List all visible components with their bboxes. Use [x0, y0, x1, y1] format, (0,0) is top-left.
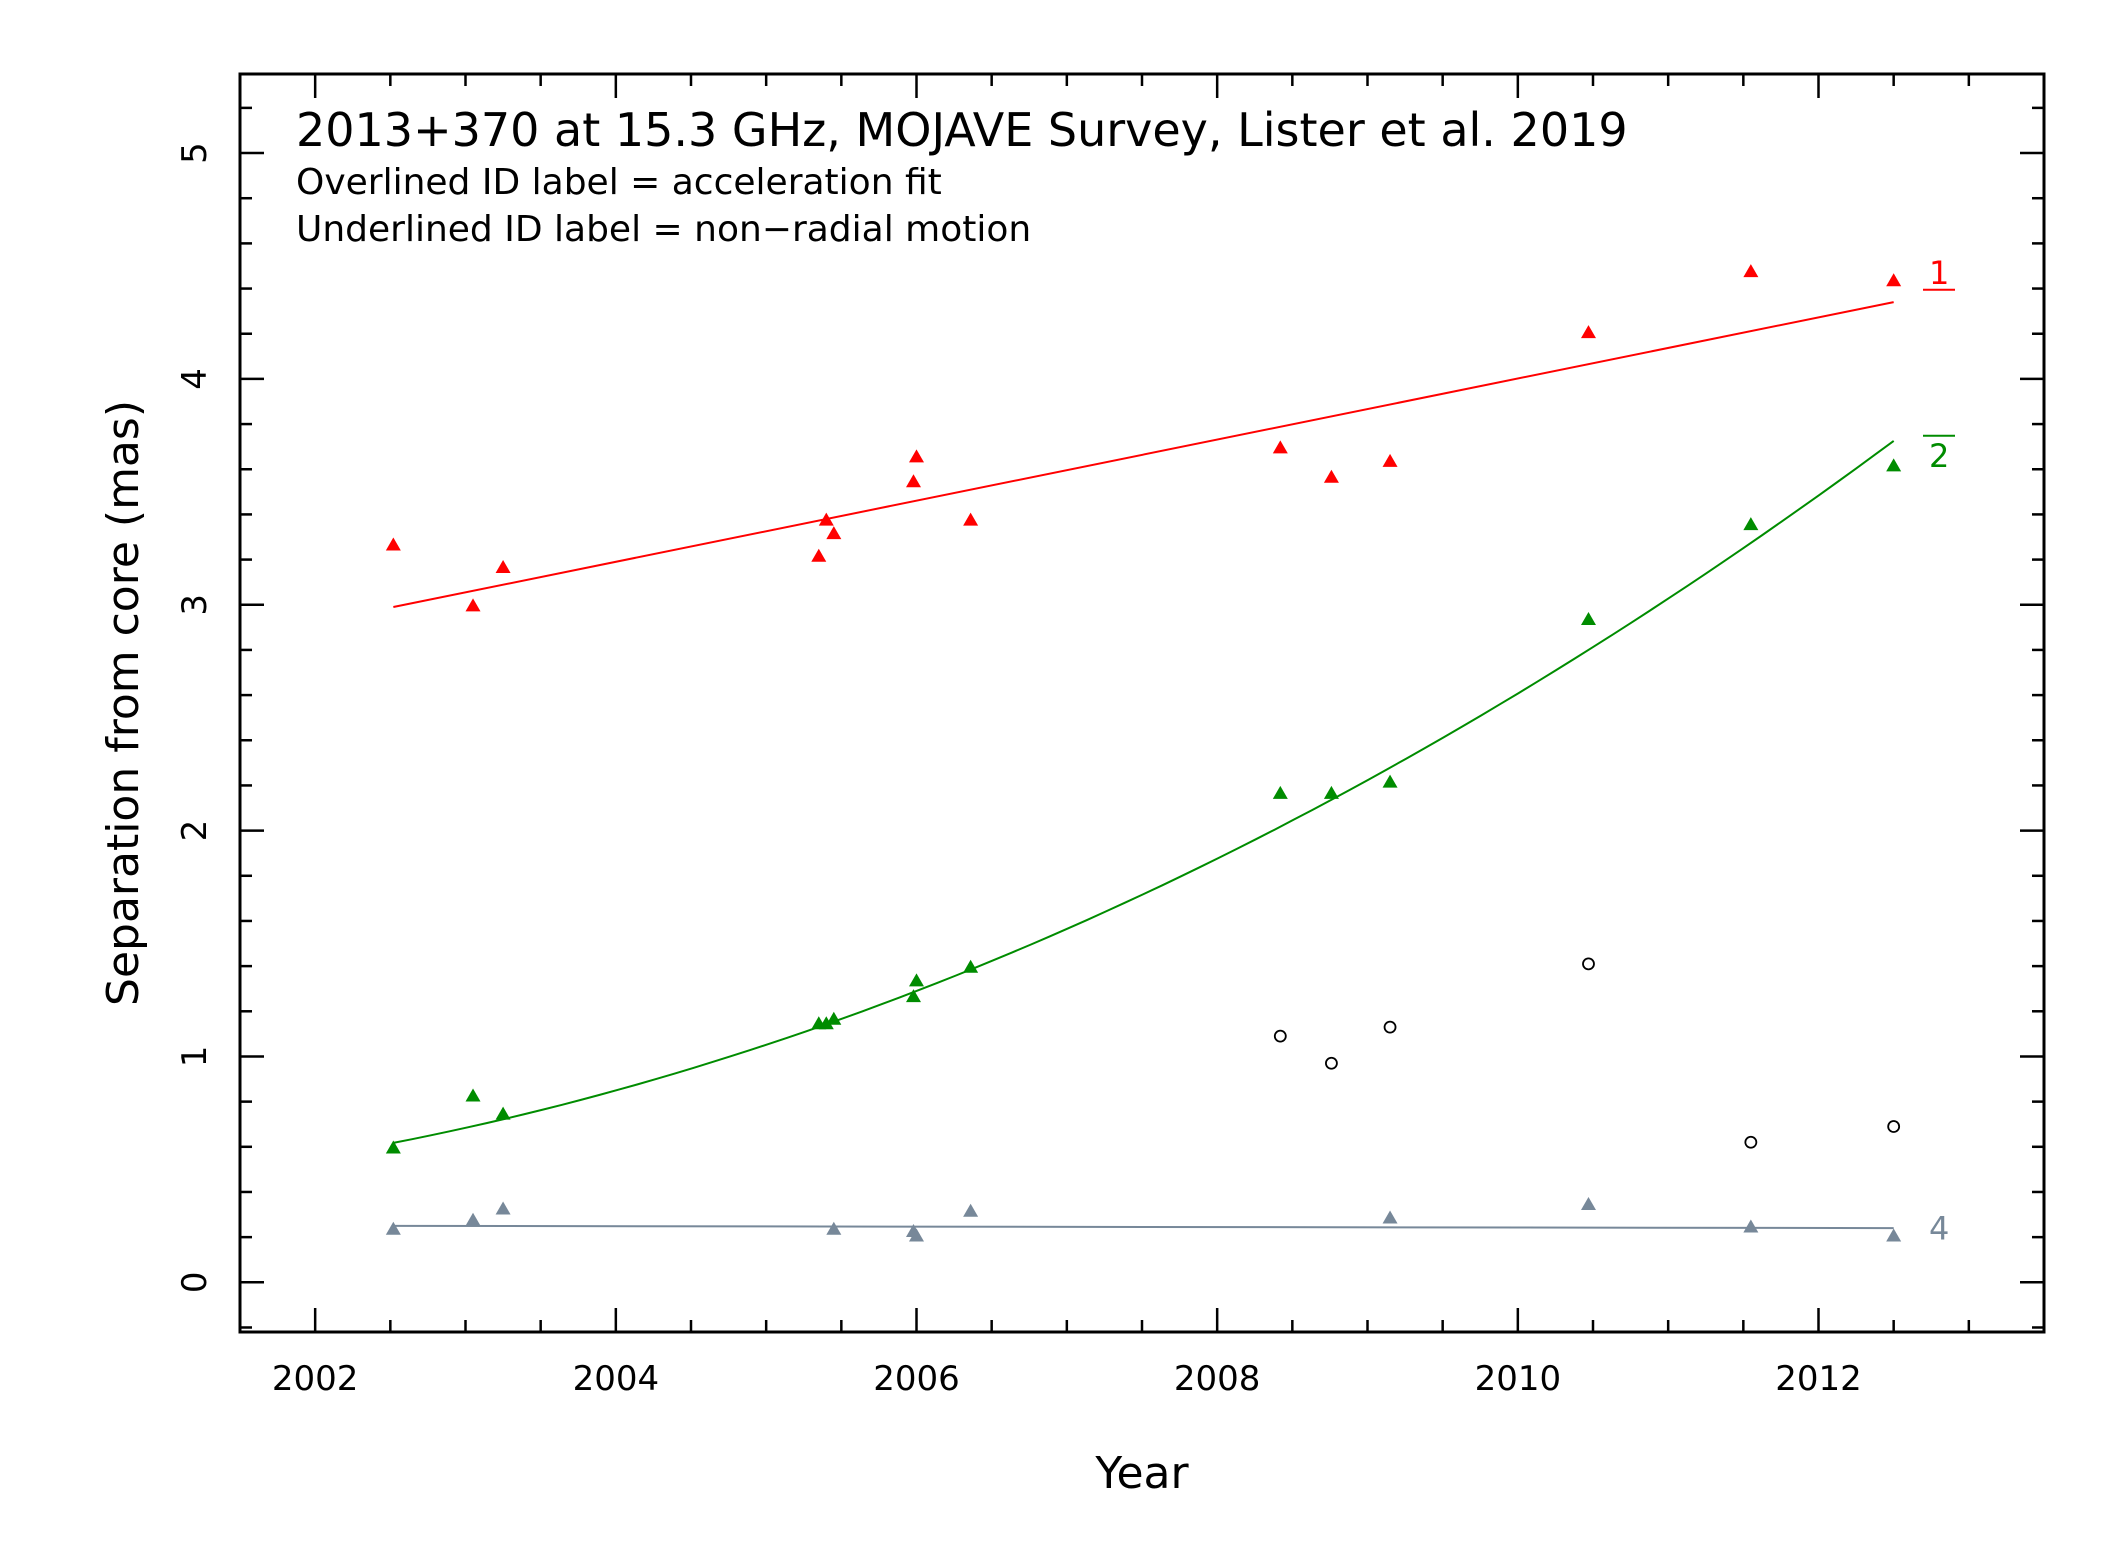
point-1 — [1323, 469, 1339, 483]
point-unassigned — [1887, 1120, 1901, 1133]
subtitle-line-1: Overlined ID label = acceleration fit — [296, 162, 942, 203]
fit-curve-2 — [393, 440, 1895, 1144]
id-label-1: 1 — [1929, 254, 1949, 292]
x-tick-label: 2008 — [1174, 1359, 1261, 1399]
fit-line-1 — [393, 301, 1894, 608]
point-2 — [963, 959, 979, 973]
point-1 — [1382, 453, 1398, 467]
data-points — [385, 264, 1902, 1242]
point-4 — [963, 1203, 979, 1217]
x-axis-label: Year — [1094, 1448, 1189, 1499]
point-4 — [909, 1228, 924, 1242]
point-2 — [495, 1106, 511, 1120]
point-unassigned — [1273, 1029, 1287, 1043]
id-label-4: 4 — [1929, 1209, 1949, 1247]
point-1 — [963, 512, 979, 526]
point-2 — [826, 1011, 842, 1025]
point-1 — [826, 526, 842, 540]
point-1 — [385, 537, 401, 551]
point-1 — [1743, 264, 1759, 278]
point-1 — [909, 449, 924, 463]
point-1 — [1886, 273, 1902, 287]
point-4 — [1886, 1228, 1902, 1242]
point-2 — [1886, 458, 1902, 472]
point-2 — [1323, 785, 1339, 799]
axis-ticks — [240, 74, 2044, 1332]
chart-title: 2013+370 at 15.3 GHz, MOJAVE Survey, Lis… — [296, 103, 1628, 157]
point-4 — [1580, 1196, 1596, 1210]
point-1 — [1272, 440, 1288, 454]
point-unassigned — [1325, 1056, 1338, 1070]
point-1 — [818, 512, 834, 526]
point-unassigned — [1383, 1020, 1397, 1034]
y-tick-label: 5 — [175, 142, 215, 164]
point-unassigned — [1744, 1135, 1758, 1149]
x-tick-label: 2010 — [1475, 1359, 1562, 1399]
point-1 — [811, 548, 827, 562]
y-axis-label: Separation from core (mas) — [98, 400, 149, 1006]
x-tick-label: 2012 — [1775, 1359, 1862, 1399]
y-tick-label: 3 — [175, 594, 215, 616]
point-2 — [1580, 611, 1596, 625]
point-4 — [465, 1212, 481, 1226]
point-4 — [826, 1221, 842, 1235]
point-2 — [1743, 517, 1759, 531]
point-1 — [1580, 325, 1596, 339]
point-2 — [905, 989, 921, 1003]
y-tick-label: 4 — [175, 368, 215, 390]
point-2 — [1382, 774, 1398, 788]
point-1 — [465, 598, 481, 612]
x-tick-label: 2004 — [573, 1359, 660, 1399]
x-tick-label: 2002 — [272, 1359, 359, 1399]
point-2 — [385, 1140, 401, 1154]
point-2 — [465, 1088, 481, 1102]
point-2 — [909, 973, 924, 987]
x-tick-label: 2006 — [873, 1359, 960, 1399]
y-tick-label: 2 — [175, 820, 215, 842]
point-4 — [1743, 1219, 1759, 1233]
point-4 — [385, 1221, 401, 1235]
point-4 — [495, 1201, 511, 1215]
plot-frame — [238, 72, 2046, 1334]
point-1 — [905, 474, 921, 488]
point-2 — [1272, 785, 1288, 799]
fit-lines — [393, 301, 1895, 1230]
id-label-2: 2 — [1929, 437, 1949, 475]
point-2 — [818, 1016, 834, 1030]
point-unassigned — [1582, 957, 1595, 971]
subtitle-line-2: Underlined ID label = non−radial motion — [296, 209, 1031, 250]
y-tick-label: 1 — [175, 1046, 215, 1068]
fit-line-4 — [393, 1224, 1894, 1230]
point-1 — [495, 560, 511, 574]
y-tick-label: 0 — [175, 1271, 215, 1293]
point-4 — [1382, 1210, 1398, 1224]
id-labels: 1 2 4 — [1923, 254, 1955, 1247]
